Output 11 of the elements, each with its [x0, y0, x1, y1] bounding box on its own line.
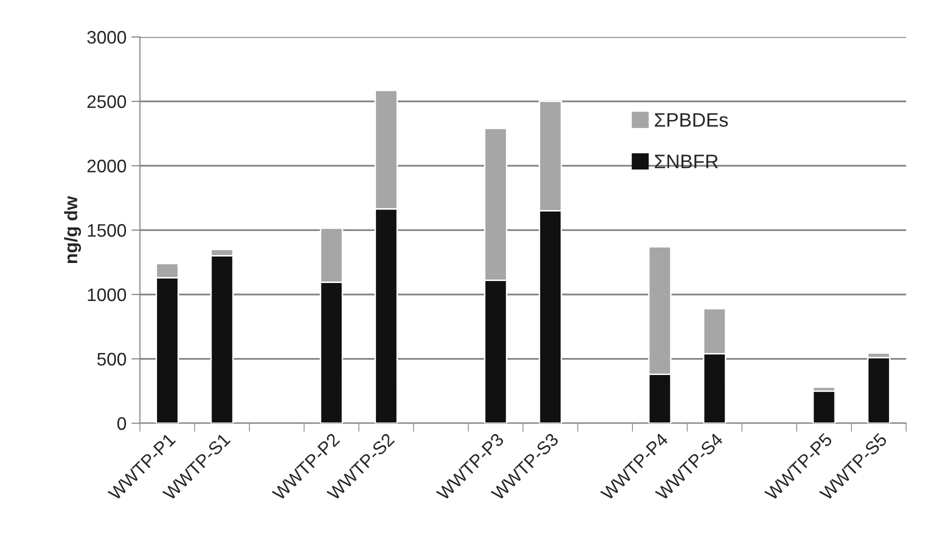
y-tick-label: 2500 [87, 95, 126, 108]
y-tick-label: 1500 [88, 224, 126, 237]
y-tick-label: 0 [117, 417, 126, 430]
y-tick-label: 1000 [88, 288, 126, 302]
y-tick-label: 3000 [87, 30, 126, 44]
y-axis-title: ng/g dw [64, 196, 81, 264]
bar [812, 390, 836, 424]
y-tick-label: 500 [97, 352, 126, 366]
y-tick-label: 2000 [87, 160, 126, 172]
bar [867, 356, 890, 424]
legend-label: ΣPBDEs [654, 113, 728, 127]
